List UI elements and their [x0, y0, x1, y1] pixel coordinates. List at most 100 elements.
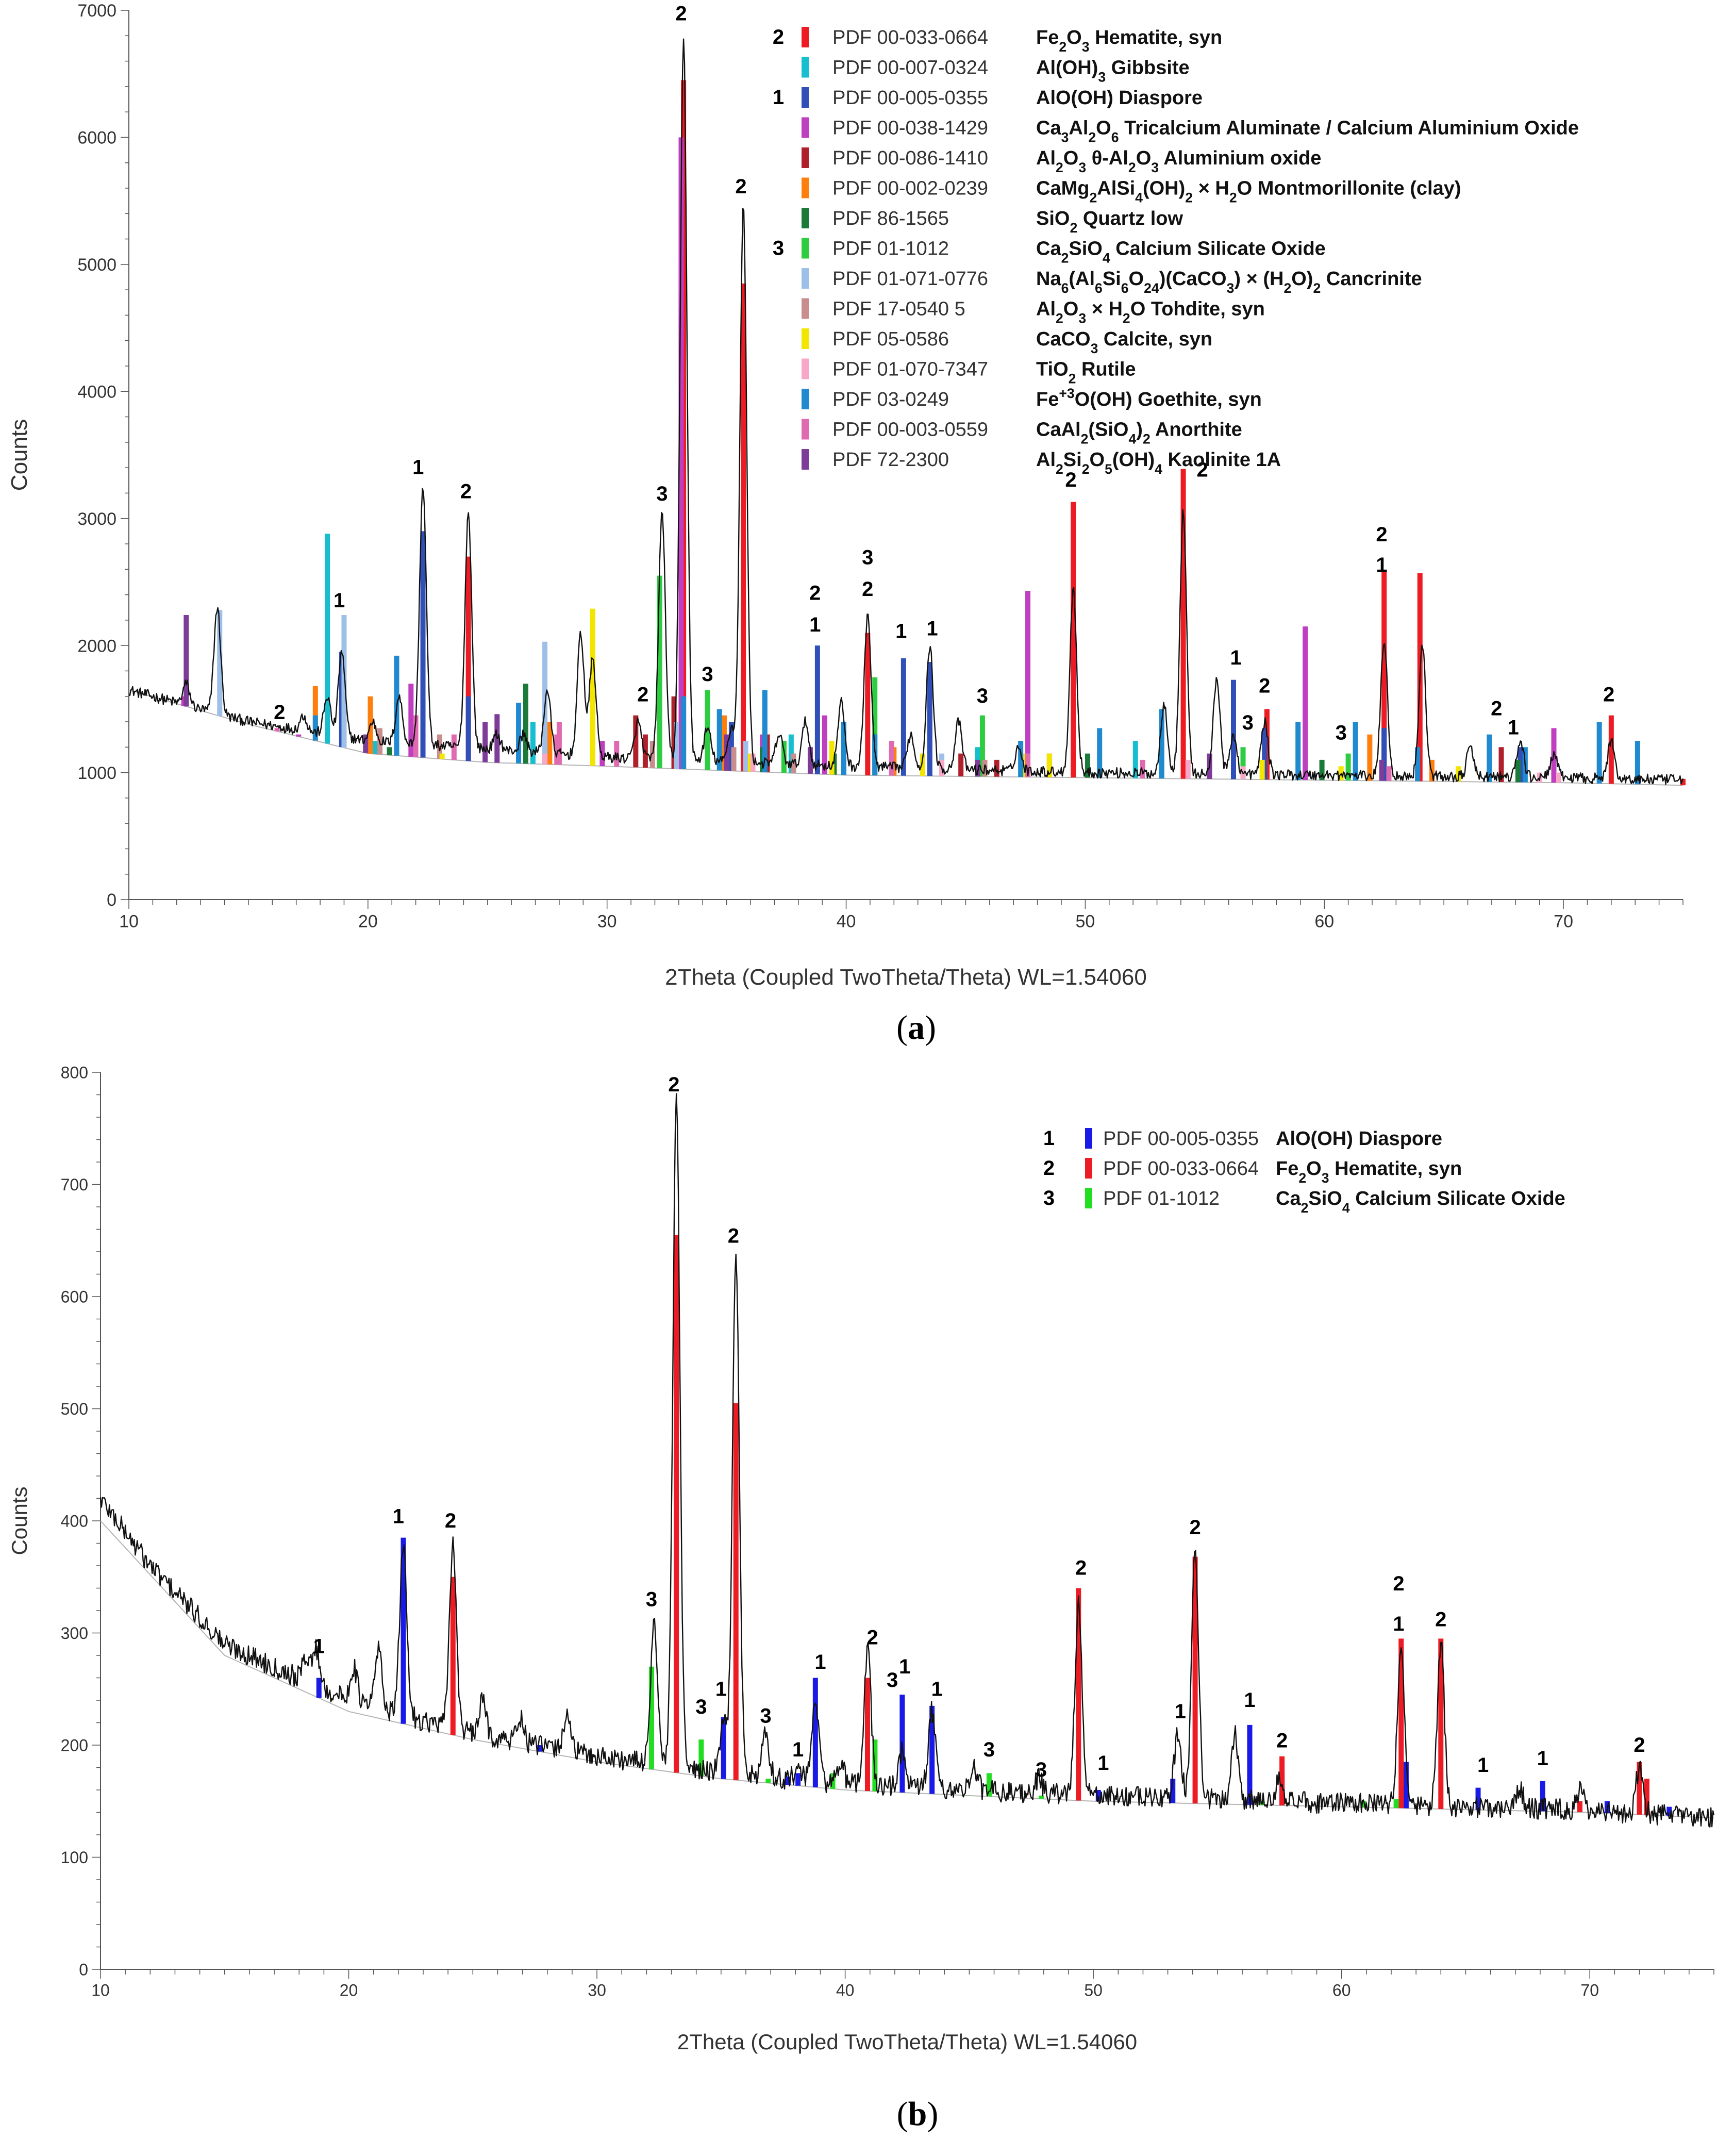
reference-series: [274, 715, 1392, 781]
peak-label: 2: [1435, 1608, 1446, 1631]
legend-description: Na6(Al6Si6O24)(CaCO3) × (H2O)2 Cancrinit…: [1036, 268, 1422, 296]
legend-code: PDF 00-007-0324: [832, 57, 988, 79]
peak-label: 3: [1242, 711, 1254, 734]
x-axis-label: 2Theta (Coupled TwoTheta/Theta) WL=1.540…: [665, 965, 1147, 990]
y-tick-label: 200: [61, 1736, 88, 1755]
legend-entry: PDF 86-1565 SiO2 Quartz low: [802, 208, 1183, 236]
peak-label: 3: [656, 483, 668, 505]
legend-code: PDF 00-033-0664: [832, 27, 988, 48]
peak-label: 1: [792, 1738, 804, 1761]
legend-entry: PDF 00-003-0559 CaAl2(SiO4)2 Anorthite: [802, 419, 1242, 447]
legend-entry: PDF 01-071-0776 Na6(Al6Si6O24)(CaCO3) × (…: [802, 268, 1422, 296]
legend-swatch: [802, 358, 809, 379]
legend-description: AlO(OH) Diaspore: [1036, 87, 1203, 109]
peak-label: 1: [895, 620, 907, 642]
peak-label: 2: [1603, 684, 1614, 706]
peak-label: 2: [1393, 1572, 1404, 1595]
legend-entry: PDF 01-070-7347 TiO2 Rutile: [802, 358, 1136, 387]
legend-code: PDF 05-0586: [832, 328, 949, 350]
peak-label: 2: [1276, 1729, 1288, 1752]
legend: 1 PDF 00-005-0355 AlO(OH) Diaspore 2 PDF 00-…: [1043, 1127, 1565, 1216]
peak-label: 3: [760, 1705, 771, 1728]
legend-entry: PDF 05-0586 CaCO3 Calcite, syn: [802, 328, 1212, 356]
legend-description: CaAl2(SiO4)2 Anorthite: [1036, 419, 1242, 447]
x-tick-label: 60: [1332, 1981, 1351, 2000]
legend-entry: PDF 03-0249 Fe+3O(OH) Goethite, syn: [802, 386, 1262, 410]
peak-label: 3: [1336, 722, 1347, 744]
legend-swatch: [1085, 1128, 1092, 1149]
legend-code: PDF 01-1012: [832, 238, 949, 260]
legend-entry: PDF 00-038-1429 Ca3Al2O6 Tricalcium Alumi…: [802, 117, 1579, 145]
legend-swatch: [802, 57, 809, 78]
x-tick-label: 20: [340, 1981, 358, 2000]
legend-description: AlO(OH) Diaspore: [1276, 1128, 1442, 1150]
legend-code: PDF 00-086-1410: [832, 147, 988, 169]
legend-swatch: [802, 449, 809, 470]
peak-label: 1: [1230, 646, 1241, 669]
reference-series: [316, 1537, 1672, 1816]
peak-label: 2: [735, 175, 746, 198]
peak-label: 2: [637, 684, 648, 706]
legend-code: PDF 01-1012: [1103, 1188, 1220, 1209]
legend-code: PDF 01-070-7347: [832, 359, 988, 380]
peak-label: 1: [1508, 717, 1519, 739]
legend-entry: 1 PDF 00-005-0355 AlO(OH) Diaspore: [1043, 1127, 1442, 1150]
legend-id: 1: [1043, 1127, 1055, 1150]
peak-label: 1: [931, 1678, 943, 1700]
peak-label: 2: [1633, 1734, 1645, 1756]
peak-label: 1: [899, 1655, 910, 1678]
legend-code: PDF 01-071-0776: [832, 268, 988, 290]
y-tick-label: 400: [61, 1512, 88, 1531]
legend-swatch: [802, 389, 809, 409]
y-axis-label: Counts: [7, 1486, 31, 1555]
peak-label: 1: [1376, 554, 1387, 576]
legend-code: PDF 86-1565: [832, 208, 949, 229]
peak-label: 1: [1097, 1752, 1109, 1774]
peak-label: 1: [334, 589, 345, 612]
legend-description: Ca2SiO4 Calcium Silicate Oxide: [1276, 1188, 1565, 1216]
peak-label: 2: [862, 578, 873, 601]
chart-a: 10 20 30 40 50 60 70 0 1000 2000 3000 4000 5000 6000 7…: [7, 1, 1686, 1047]
legend-swatch: [802, 177, 809, 198]
legend-description: Al2Si2O5(OH)4 Kaolinite 1A: [1036, 449, 1281, 477]
peak-label: 1: [313, 1635, 325, 1658]
legend-entry: 3 PDF 01-1012 Ca2SiO4 Calcium Silicate Oxi…: [1043, 1187, 1565, 1216]
legend-code: PDF 00-002-0239: [832, 178, 988, 200]
y-tick-label: 600: [61, 1288, 88, 1306]
legend-entry: PDF 00-086-1410 Al2O3 θ-Al2O3 Aluminium o…: [802, 147, 1321, 175]
x-tick-label: 70: [1554, 912, 1573, 932]
legend-entry: 3 PDF 01-1012 Ca2SiO4 Calcium Silicate Oxi…: [773, 237, 1326, 266]
peak-label: 2: [1065, 469, 1076, 491]
x-tick-label: 70: [1580, 1981, 1599, 2000]
y-tick-label: 0: [107, 890, 116, 910]
y-tick-label: 3000: [77, 509, 116, 529]
y-tick-label: 700: [61, 1175, 88, 1194]
y-tick-label: 1000: [77, 764, 116, 783]
peak-label: 2: [866, 1626, 878, 1649]
reference-series: [450, 1235, 1649, 1815]
peak-label: 2: [1376, 523, 1387, 546]
x-tick-label: 50: [1084, 1981, 1103, 2000]
legend-entry: PDF 17-0540 5 Al2O3 × H2O Tohdite, syn: [802, 298, 1265, 326]
peak-label: 2: [675, 3, 687, 25]
peak-label: 2: [445, 1510, 456, 1532]
peak-label: 2: [1197, 458, 1208, 481]
y-tick-label: 500: [61, 1400, 88, 1418]
legend-entry: 2 PDF 00-033-0664 Fe2O3 Hematite, syn: [1043, 1157, 1462, 1186]
peak-label: 3: [862, 546, 873, 569]
diffraction-scan-line: [99, 1093, 1715, 1828]
x-tick-label: 50: [1075, 912, 1095, 932]
x-tick-label: 10: [91, 1981, 110, 2000]
peak-label: 3: [702, 663, 713, 686]
legend-entry: PDF 72-2300 Al2Si2O5(OH)4 Kaolinite 1A: [802, 449, 1281, 477]
legend-swatch: [1085, 1158, 1092, 1179]
x-axis-label: 2Theta (Coupled TwoTheta/Theta) WL=1.540…: [677, 2030, 1137, 2054]
panel-label: (b): [897, 2095, 939, 2133]
peak-label: 1: [1244, 1689, 1255, 1712]
legend-swatch: [1085, 1188, 1092, 1208]
legend-description: TiO2 Rutile: [1036, 359, 1136, 387]
peak-label: 2: [1189, 1516, 1201, 1539]
peak-label: 3: [977, 685, 988, 707]
y-tick-label: 4000: [77, 383, 116, 402]
panel-label: (a): [896, 1009, 936, 1047]
